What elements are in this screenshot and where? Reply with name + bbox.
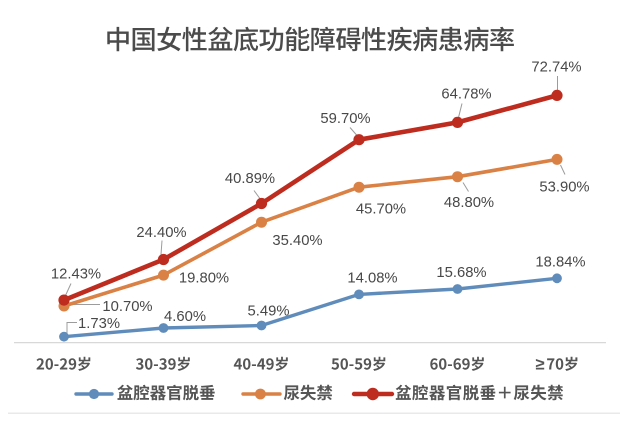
svg-text:14.08%: 14.08% — [347, 271, 397, 287]
svg-text:18.84%: 18.84% — [535, 255, 585, 271]
svg-text:40.89%: 40.89% — [225, 171, 275, 187]
svg-text:12.43%: 12.43% — [51, 267, 101, 283]
svg-text:5.49%: 5.49% — [248, 304, 290, 320]
svg-text:1.73%: 1.73% — [78, 316, 120, 332]
svg-text:64.78%: 64.78% — [441, 87, 491, 103]
svg-text:35.40%: 35.40% — [272, 233, 322, 249]
svg-text:24.40%: 24.40% — [136, 225, 186, 241]
svg-text:45.70%: 45.70% — [356, 202, 406, 218]
svg-text:10.70%: 10.70% — [102, 299, 152, 315]
svg-text:19.80%: 19.80% — [179, 271, 229, 287]
svg-text:72.74%: 72.74% — [531, 60, 581, 76]
svg-text:15.68%: 15.68% — [436, 265, 486, 281]
svg-text:4.60%: 4.60% — [164, 309, 206, 325]
svg-text:59.70%: 59.70% — [320, 111, 370, 127]
svg-text:53.90%: 53.90% — [539, 180, 589, 196]
svg-text:48.80%: 48.80% — [444, 195, 494, 211]
